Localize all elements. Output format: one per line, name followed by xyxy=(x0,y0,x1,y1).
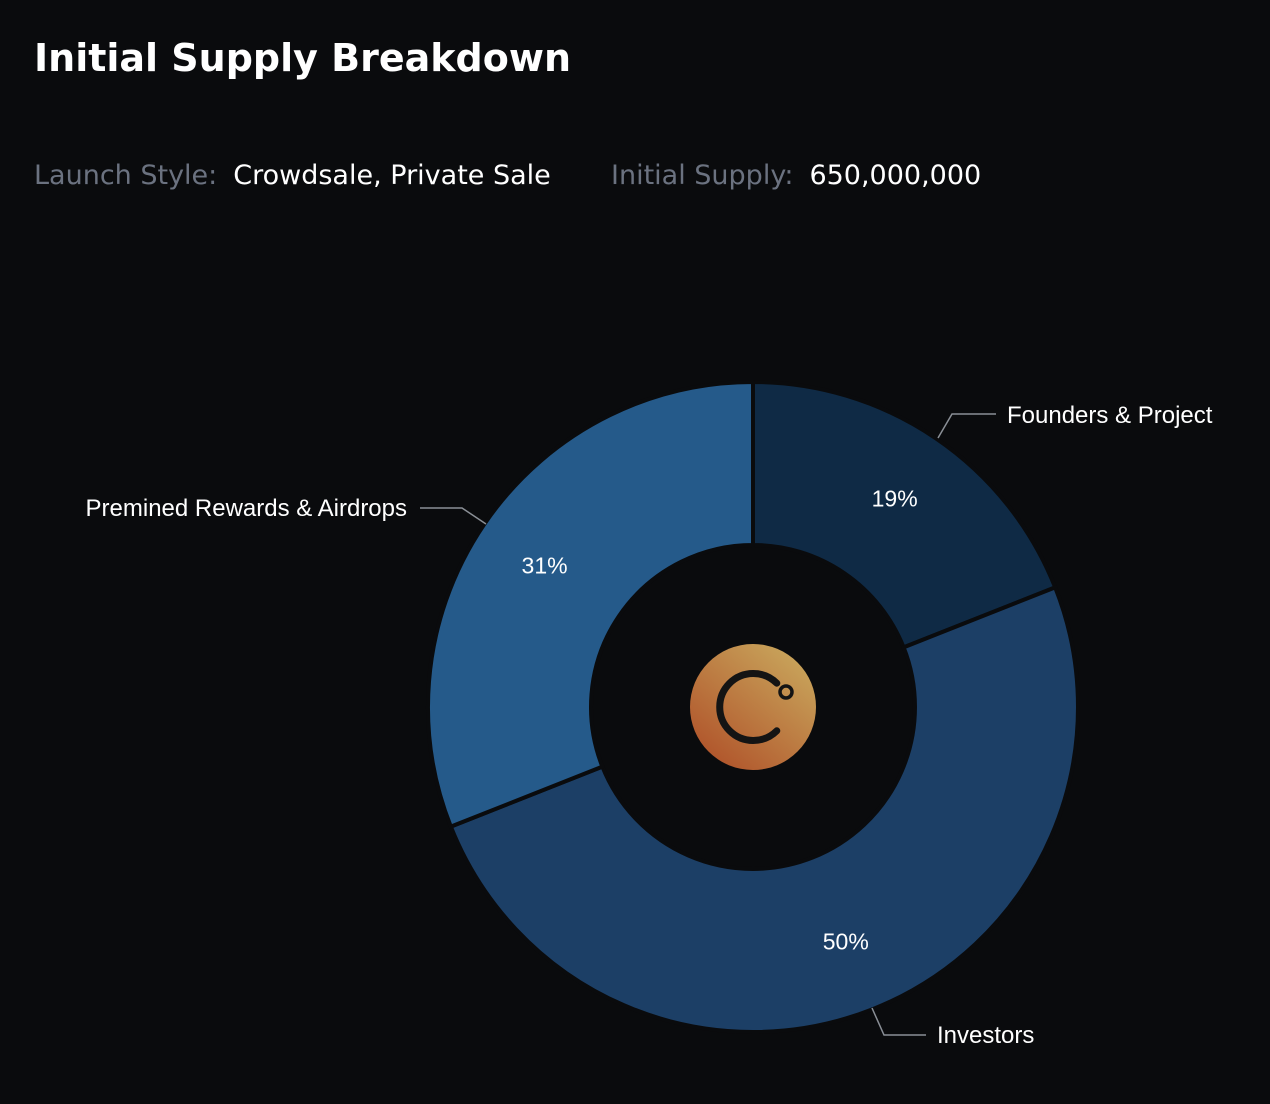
premined-leader-line xyxy=(420,507,487,525)
launch-style-row: Launch Style: Crowdsale, Private Sale xyxy=(34,158,551,194)
initial-supply-value: 650,000,000 xyxy=(809,160,982,191)
percent-label-investors: 50% xyxy=(823,928,869,954)
investors-leader-line xyxy=(871,1007,926,1036)
launch-style-value: Crowdsale, Private Sale xyxy=(233,160,551,191)
legend-label-investors: Investors xyxy=(937,1022,1034,1049)
initial-supply-label: Initial Supply: xyxy=(611,160,794,191)
launch-style-label: Launch Style: xyxy=(34,160,218,191)
donut-slice-premined[interactable] xyxy=(426,380,755,829)
initial-supply-row: Initial Supply: 650,000,000 xyxy=(611,158,981,194)
celsius-logo-icon xyxy=(690,644,816,770)
founders-leader-line xyxy=(937,413,996,439)
legend-label-premined: Premined Rewards & Airdrops xyxy=(86,495,407,522)
donut-slice-founders[interactable] xyxy=(751,380,1058,650)
legend-label-founders: Founders & Project xyxy=(1007,402,1213,429)
percent-label-founders: 19% xyxy=(872,486,918,512)
page-title: Initial Supply Breakdown xyxy=(34,36,572,80)
percent-label-premined: 31% xyxy=(522,552,568,578)
donut-slice-investors[interactable] xyxy=(448,585,1080,1034)
donut-slices xyxy=(426,380,1080,1034)
percent-labels: 19% 50% 31% xyxy=(522,486,918,955)
